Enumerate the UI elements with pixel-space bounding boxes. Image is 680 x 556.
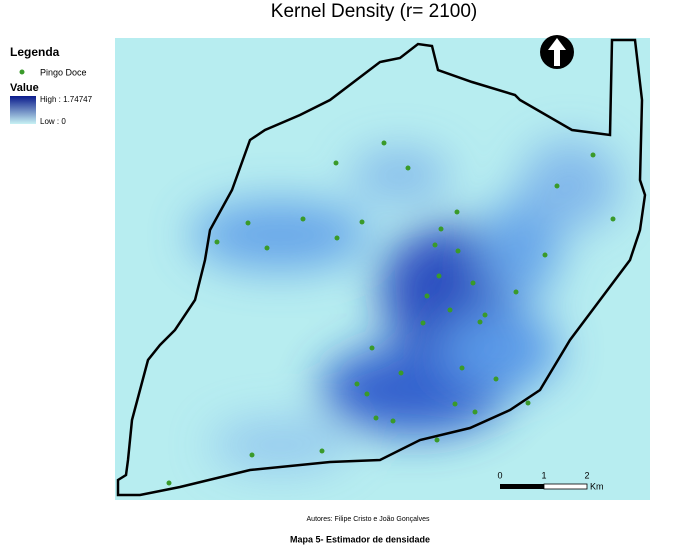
store-point	[166, 480, 172, 486]
scale-tick-label: 2	[584, 470, 589, 480]
density-surface	[115, 38, 650, 500]
store-point	[525, 400, 531, 406]
store-point	[454, 209, 460, 215]
store-point	[333, 160, 339, 166]
scale-unit: Km	[590, 481, 604, 491]
legend-heading: Legenda	[10, 45, 60, 59]
store-point	[364, 391, 370, 397]
north-arrow	[540, 35, 574, 69]
store-point	[300, 216, 306, 222]
store-point	[436, 273, 442, 279]
store-point	[542, 252, 548, 258]
store-point	[432, 242, 438, 248]
store-point	[513, 289, 519, 295]
store-point	[334, 235, 340, 241]
store-point	[359, 219, 365, 225]
scale-tick-label: 0	[497, 470, 502, 480]
store-point	[470, 280, 476, 286]
legend-points-label: Pingo Doce	[40, 67, 87, 77]
store-point	[214, 239, 220, 245]
store-point	[354, 381, 360, 387]
store-point	[420, 320, 426, 326]
store-point	[434, 437, 440, 443]
store-point	[493, 376, 499, 382]
store-point	[369, 345, 375, 351]
store-point	[390, 418, 396, 424]
caption: Mapa 5- Estimador de densidade	[290, 534, 430, 544]
store-point	[398, 370, 404, 376]
legend-point-symbol	[19, 69, 25, 75]
store-point	[424, 293, 430, 299]
legend-high: High : 1.74747	[40, 95, 93, 104]
map-title: Kernel Density (r= 2100)	[271, 1, 477, 22]
scale-bar: 0 1 2 Km	[497, 470, 603, 491]
store-point	[590, 152, 596, 158]
store-point	[477, 319, 483, 325]
store-point	[554, 183, 560, 189]
legend-value-heading: Value	[10, 82, 39, 94]
store-point	[373, 415, 379, 421]
legend: Legenda Pingo Doce Value High : 1.74747 …	[10, 45, 93, 126]
store-point	[452, 401, 458, 407]
store-point	[482, 312, 488, 318]
store-point	[459, 365, 465, 371]
store-point	[438, 226, 444, 232]
store-point	[264, 245, 270, 251]
store-point	[249, 452, 255, 458]
store-point	[405, 165, 411, 171]
store-point	[447, 307, 453, 313]
store-point	[319, 448, 325, 454]
authors: Autores: Filipe Cristo e João Gonçalves	[307, 516, 430, 523]
store-points	[166, 140, 616, 486]
store-point	[472, 409, 478, 415]
legend-gradient	[10, 96, 36, 124]
city-boundary	[116, 38, 647, 497]
legend-low: Low : 0	[40, 117, 66, 126]
store-point	[381, 140, 387, 146]
store-point	[455, 248, 461, 254]
scale-tick-label: 1	[541, 470, 546, 480]
store-point	[245, 220, 251, 226]
store-point	[610, 216, 616, 222]
